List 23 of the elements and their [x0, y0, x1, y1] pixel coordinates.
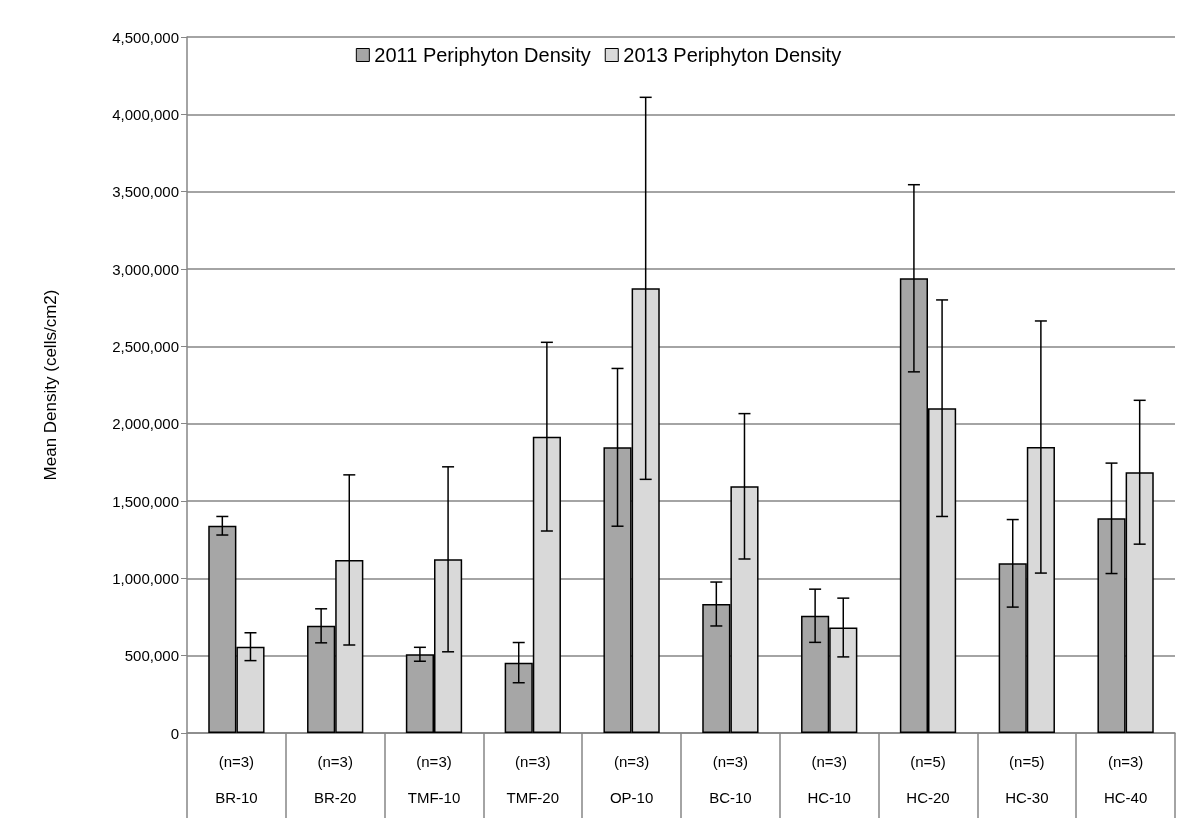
- legend-label: 2011 Periphyton Density: [374, 44, 591, 66]
- category-label: (n=5) HC-20: [906, 752, 950, 806]
- y-tick-label: 4,500,000: [112, 28, 179, 46]
- y-tick-label: 1,500,000: [112, 492, 179, 510]
- y-axis-title: Mean Density (cells/cm2): [41, 289, 60, 481]
- category-label: (n=3) BR-10: [215, 752, 258, 806]
- y-tick-label: 1,000,000: [112, 569, 179, 587]
- category-label: (n=3) OP-10: [609, 752, 654, 806]
- y-tick-label: 0: [170, 724, 179, 742]
- category-label: (n=5) HC-30: [1005, 752, 1049, 806]
- legend-label: 2013 Periphyton Density: [623, 44, 842, 66]
- category-label: (n=3) BC-10: [709, 752, 752, 806]
- category-label: (n=3) TMF-10: [407, 752, 461, 806]
- category-label: (n=3) HC-40: [1103, 752, 1148, 806]
- y-tick-label: 2,500,000: [112, 337, 179, 355]
- y-tick-label: 4,000,000: [112, 105, 179, 123]
- category-label: (n=3) BR-20: [313, 752, 357, 806]
- category-label: (n=3) HC-10: [807, 752, 851, 806]
- y-tick-label: 500,000: [124, 647, 179, 665]
- category-label: (n=3) TMF-20: [506, 752, 560, 806]
- y-tick-label: 2,000,000: [112, 415, 179, 433]
- y-tick-label: 3,000,000: [112, 260, 179, 278]
- y-tick-label: 3,500,000: [112, 183, 179, 201]
